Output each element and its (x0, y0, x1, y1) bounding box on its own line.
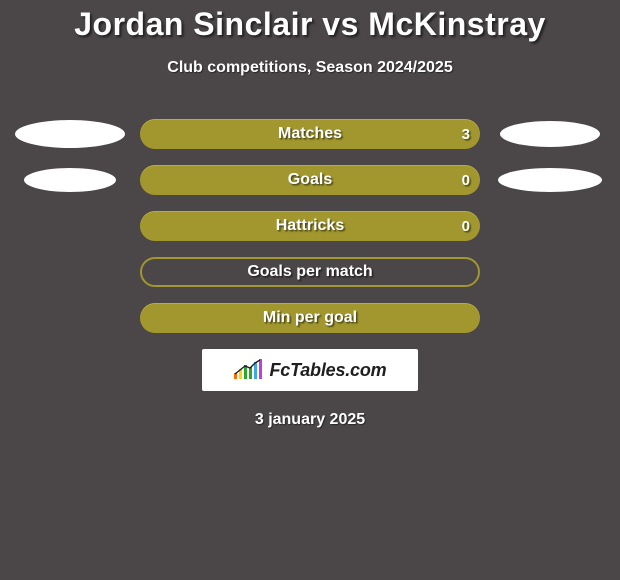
bars-icon (234, 359, 264, 381)
stat-bar-text: Matches (140, 119, 480, 149)
stat-bar: Hattricks 0 (140, 211, 480, 241)
stat-bar: Matches 3 (140, 119, 480, 149)
right-ellipse-slot (490, 119, 610, 149)
right-ellipse-slot (490, 165, 610, 195)
comparison-chart: Matches 3 Goals 0 Hattricks 0 Goals per match M… (0, 119, 620, 333)
right-ellipse-slot (490, 303, 610, 333)
left-indicator-ellipse (15, 120, 125, 148)
left-ellipse-slot (10, 119, 130, 149)
stat-bar: Min per goal (140, 303, 480, 333)
stat-row-matches: Matches 3 (0, 119, 620, 149)
right-indicator-ellipse (500, 121, 600, 147)
left-indicator-ellipse (24, 168, 116, 192)
page-subtitle: Club competitions, Season 2024/2025 (0, 59, 620, 77)
right-ellipse-slot (490, 211, 610, 241)
left-ellipse-slot (10, 303, 130, 333)
stat-right-value: 3 (462, 119, 470, 149)
stat-right-value: 0 (462, 211, 470, 241)
stat-label: Matches (278, 125, 342, 143)
stat-bar: Goals per match (140, 257, 480, 287)
site-logo-badge: FcTables.com (202, 349, 418, 391)
right-ellipse-slot (490, 257, 610, 287)
stat-bar-text: Min per goal (140, 303, 480, 333)
stat-bar-text: Hattricks (140, 211, 480, 241)
stat-row-hattricks: Hattricks 0 (0, 211, 620, 241)
stat-label: Hattricks (276, 217, 344, 235)
stat-row-goals: Goals 0 (0, 165, 620, 195)
stat-label: Goals per match (247, 263, 372, 281)
page-title: Jordan Sinclair vs McKinstray (0, 6, 620, 43)
site-logo-text: FcTables.com (270, 360, 387, 381)
infographic-date: 3 january 2025 (0, 411, 620, 429)
stat-bar-text: Goals per match (142, 259, 478, 285)
stat-bar-text: Goals (140, 165, 480, 195)
stat-row-min_per_goal: Min per goal (0, 303, 620, 333)
left-ellipse-slot (10, 257, 130, 287)
left-ellipse-slot (10, 165, 130, 195)
stat-label: Goals (288, 171, 332, 189)
stat-label: Min per goal (263, 309, 357, 327)
left-ellipse-slot (10, 211, 130, 241)
stat-row-goals_per_match: Goals per match (0, 257, 620, 287)
stat-bar: Goals 0 (140, 165, 480, 195)
right-indicator-ellipse (498, 168, 602, 192)
comparison-infographic: Jordan Sinclair vs McKinstray Club compe… (0, 0, 620, 429)
stat-right-value: 0 (462, 165, 470, 195)
